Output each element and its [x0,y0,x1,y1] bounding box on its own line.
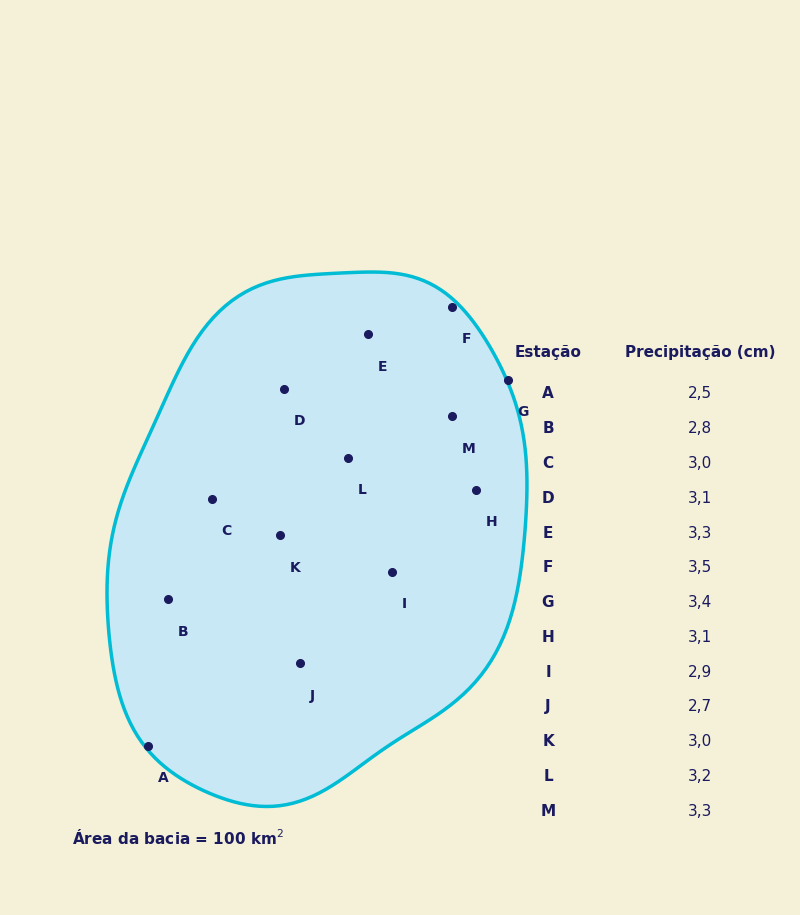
Text: I: I [402,597,406,611]
Text: M: M [541,803,555,819]
Text: K: K [542,734,554,749]
Text: A: A [158,771,168,785]
Text: 3,0: 3,0 [688,456,712,471]
Text: Precipitação (cm): Precipitação (cm) [625,345,775,360]
Text: G: G [518,405,529,419]
Text: 2,8: 2,8 [688,421,712,436]
Text: 3,4: 3,4 [688,595,712,610]
Text: 3,5: 3,5 [688,560,712,576]
Text: Estação: Estação [514,345,582,360]
Text: 2,5: 2,5 [688,386,712,402]
Text: 3,3: 3,3 [688,803,712,819]
Text: F: F [543,560,553,576]
Text: 3,2: 3,2 [688,769,712,784]
Text: E: E [543,525,553,541]
Text: D: D [294,414,305,428]
Text: F: F [462,332,471,346]
Text: A: A [542,386,554,402]
Text: 3,0: 3,0 [688,734,712,749]
Text: D: D [542,490,554,506]
Text: K: K [290,561,300,575]
Text: C: C [222,524,232,538]
Text: L: L [543,769,553,784]
Text: I: I [545,664,551,680]
Text: E: E [378,360,387,373]
Text: L: L [358,483,366,497]
Text: H: H [542,630,554,645]
Text: B: B [542,421,554,436]
Text: G: G [542,595,554,610]
Text: 3,3: 3,3 [688,525,712,541]
Text: 2,7: 2,7 [688,699,712,715]
Text: 2,9: 2,9 [688,664,712,680]
Polygon shape [107,272,527,806]
Text: 3,1: 3,1 [688,490,712,506]
Text: C: C [542,456,554,471]
Text: H: H [486,515,498,529]
Text: B: B [178,625,188,639]
Text: Área da bacia = 100 km$^2$: Área da bacia = 100 km$^2$ [72,828,284,846]
Text: M: M [462,442,475,456]
Text: 3,1: 3,1 [688,630,712,645]
Text: J: J [545,699,551,715]
Text: J: J [310,689,314,703]
